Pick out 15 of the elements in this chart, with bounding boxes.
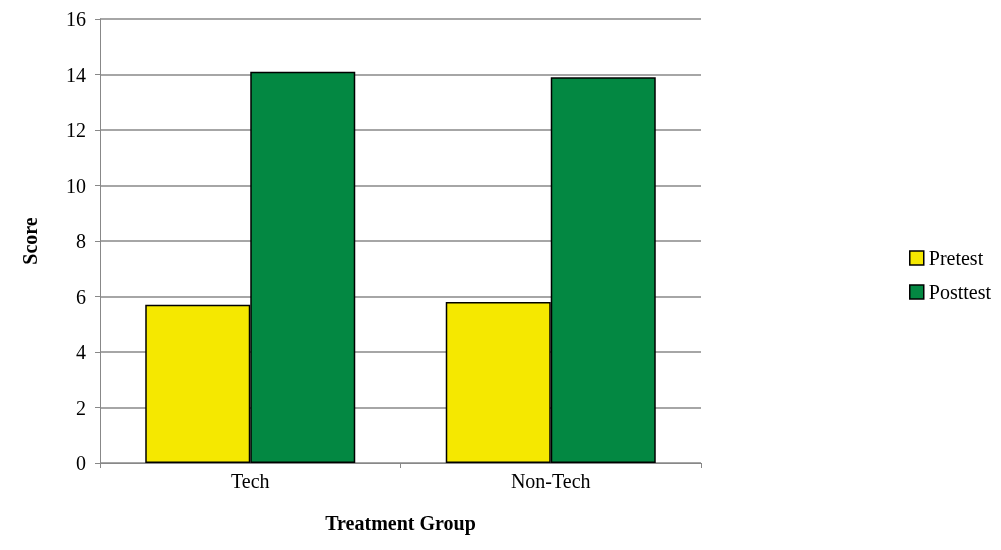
x-axis-title: Treatment Group	[325, 512, 476, 535]
y-tick-label: 8	[76, 230, 86, 252]
y-tick-label: 10	[66, 174, 86, 197]
y-tick-label: 14	[66, 63, 86, 86]
y-tick-label: 0	[76, 452, 86, 474]
y-tick-label: 4	[76, 341, 86, 363]
x-tick-label: Non-Tech	[510, 470, 591, 492]
y-axis-title: Score	[19, 217, 41, 265]
y-tick-label: 2	[76, 396, 86, 419]
legend-label: Posttest	[928, 281, 992, 303]
x-tick-label: Tech	[230, 470, 270, 492]
y-tick-label: 12	[66, 119, 86, 141]
legend-label: Pretest	[928, 247, 984, 269]
y-tick-label: 6	[76, 285, 86, 308]
y-tick-label: 16	[66, 8, 86, 30]
